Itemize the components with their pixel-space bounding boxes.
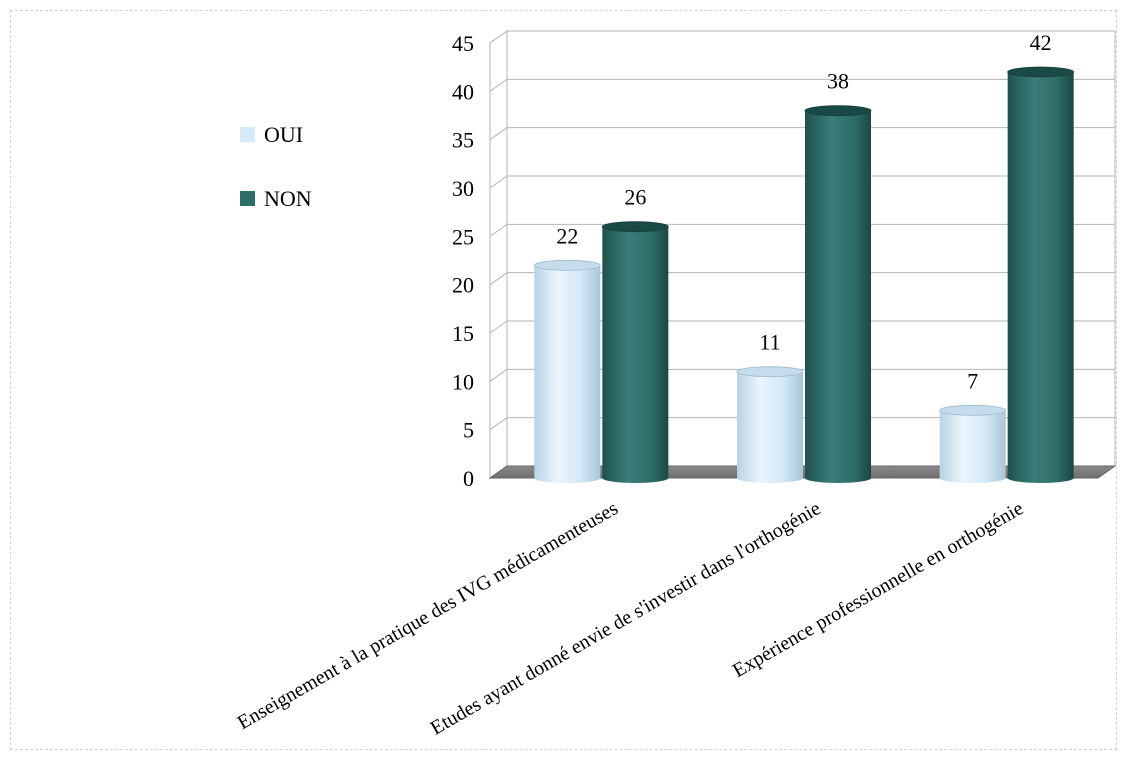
y-tick-label: 10 [452, 369, 474, 394]
bar-top [601, 221, 669, 233]
y-tick-label: 20 [452, 273, 474, 298]
data-label: 42 [1030, 30, 1052, 55]
bar-non [1007, 66, 1075, 483]
gridline [489, 78, 1115, 92]
data-label: 7 [967, 368, 978, 393]
gridline [489, 368, 1115, 382]
data-label: 22 [556, 223, 578, 248]
y-tick-label: 5 [463, 418, 474, 443]
y-tick-label: 25 [452, 224, 474, 249]
y-tick-label: 30 [452, 176, 474, 201]
y-tick-label: 0 [463, 466, 474, 491]
data-label: 11 [759, 330, 780, 355]
y-tick-label: 15 [452, 321, 474, 346]
legend-label-non: NON [264, 186, 312, 211]
bar-top [939, 404, 1007, 416]
gridline [489, 175, 1115, 189]
x-category-label: Enseignement à la pratique des IVG médic… [234, 497, 622, 734]
data-label: 26 [624, 185, 646, 210]
gridline [489, 127, 1115, 141]
y-tick-label: 40 [452, 79, 474, 104]
bar-body [939, 410, 1006, 483]
bar-body [534, 265, 601, 483]
bar-oui [939, 404, 1007, 483]
y-tick-label: 45 [452, 31, 474, 56]
y-tick-label: 35 [452, 128, 474, 153]
bar-top [736, 366, 804, 378]
data-label: 38 [827, 69, 849, 94]
bar-top [804, 105, 872, 117]
bar-body [1007, 72, 1074, 483]
plot-side-wall [489, 30, 508, 479]
bar-body [737, 371, 803, 483]
gridline [489, 272, 1115, 286]
gridline [489, 320, 1115, 334]
bar-top [1007, 66, 1075, 78]
gridline [489, 223, 1115, 237]
bar-non [804, 105, 872, 484]
legend-swatch-oui [240, 127, 255, 142]
chart-frame [10, 10, 1117, 750]
gridline [489, 30, 1115, 44]
legend-swatch-non [240, 191, 255, 206]
bar-non [601, 221, 669, 483]
bar-top [533, 259, 601, 271]
gridline [489, 417, 1115, 431]
bar-oui [533, 259, 601, 483]
bar-oui [736, 366, 804, 483]
x-category-label: Etudes ayant donné envie de s'investir d… [427, 497, 825, 739]
bar-body [602, 226, 669, 483]
bar-body [805, 110, 871, 484]
legend-label-oui: OUI [264, 122, 303, 147]
